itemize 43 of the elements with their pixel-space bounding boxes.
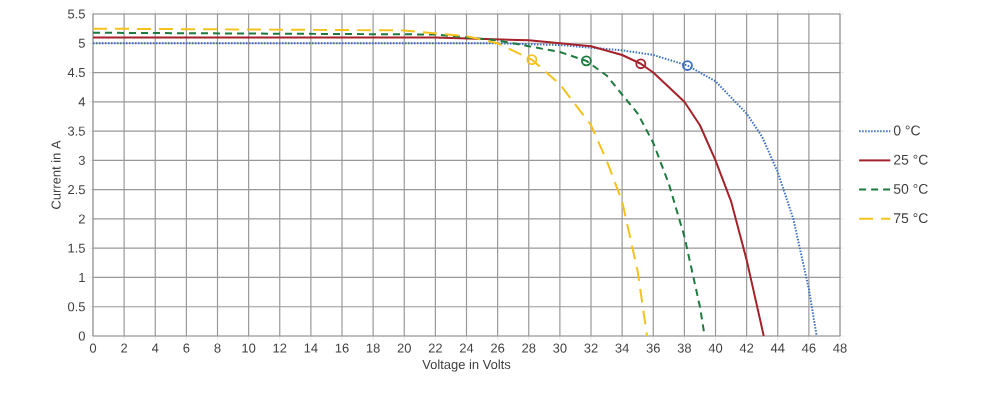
x-tick-label: 20 bbox=[397, 343, 411, 353]
x-tick-label: 32 bbox=[584, 343, 598, 353]
y-tick-label: 0.5 bbox=[67, 302, 85, 312]
x-tick-label: 40 bbox=[708, 343, 723, 353]
x-tick-label: 44 bbox=[770, 343, 785, 353]
y-tick-label: 1.5 bbox=[68, 243, 85, 253]
x-tick-label: 6 bbox=[183, 343, 190, 353]
y-tick-label: 2 bbox=[78, 214, 85, 224]
y-tick-label: 5.5 bbox=[67, 9, 85, 19]
x-tick-label: 10 bbox=[242, 343, 256, 353]
y-tick-label: 3.5 bbox=[67, 126, 85, 136]
x-tick-label: 26 bbox=[491, 343, 505, 353]
y-axis-title: Current in A bbox=[51, 140, 61, 209]
x-tick-label: 22 bbox=[428, 343, 442, 353]
x-tick-label: 14 bbox=[304, 343, 318, 353]
x-tick-label: 36 bbox=[646, 343, 660, 353]
legend-label: 75 °C bbox=[894, 213, 928, 224]
x-tick-label: 28 bbox=[522, 343, 536, 353]
x-tick-label: 12 bbox=[273, 343, 287, 353]
y-tick-label: 4.5 bbox=[67, 68, 85, 78]
x-tick-label: 38 bbox=[677, 343, 692, 353]
x-tick-label: 46 bbox=[801, 343, 816, 353]
x-tick-label: 30 bbox=[553, 343, 567, 353]
x-tick-label: 8 bbox=[214, 343, 221, 353]
y-tick-label: 0 bbox=[78, 331, 85, 341]
x-tick-label: 4 bbox=[151, 343, 159, 353]
x-tick-label: 48 bbox=[833, 343, 847, 353]
x-tick-label: 18 bbox=[366, 343, 380, 353]
x-tick-label: 16 bbox=[335, 343, 349, 353]
y-tick-label: 4 bbox=[78, 97, 86, 107]
y-tick-label: 2.5 bbox=[68, 185, 85, 195]
y-tick-label: 1 bbox=[79, 273, 85, 282]
y-tick-label: 3 bbox=[78, 155, 85, 165]
y-tick-label: 5 bbox=[78, 38, 85, 48]
x-tick-label: 0 bbox=[89, 343, 97, 353]
x-tick-label: 34 bbox=[615, 343, 629, 353]
legend-label: 0 °C bbox=[893, 125, 921, 136]
x-tick-label: 42 bbox=[739, 343, 754, 353]
legend-label: 25 °C bbox=[894, 154, 928, 165]
x-tick-label: 24 bbox=[459, 343, 474, 353]
x-axis-title: Voltage in Volts bbox=[422, 359, 511, 372]
legend-label: 50 °C bbox=[893, 183, 928, 194]
x-tick-label: 2 bbox=[121, 343, 128, 353]
